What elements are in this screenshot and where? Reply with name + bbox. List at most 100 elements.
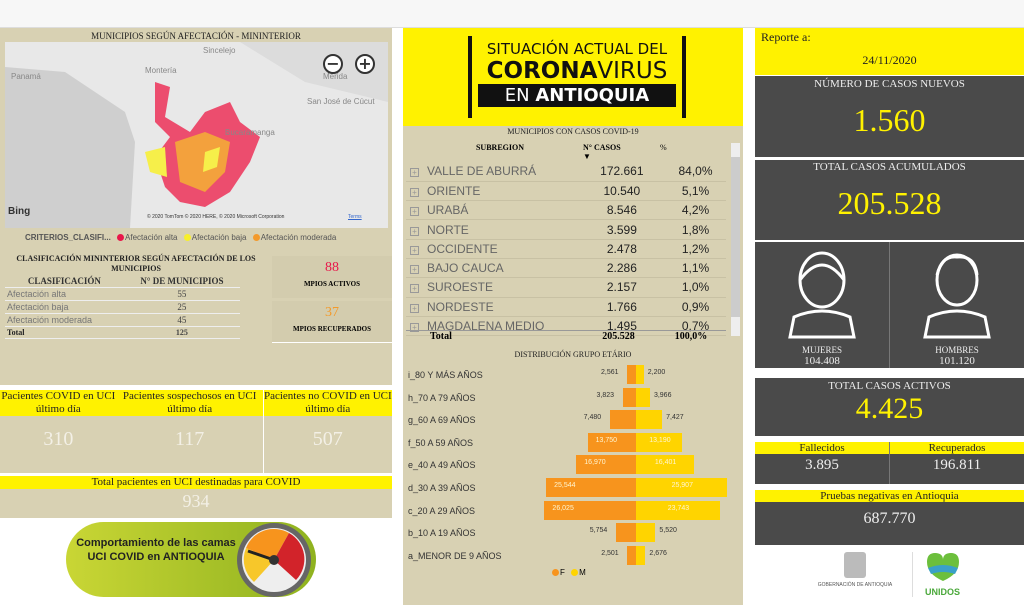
expand-icon[interactable]: + xyxy=(410,168,419,178)
chart-title: DISTRIBUCIÓN GRUPO ETÁRIO xyxy=(514,350,632,359)
bar-m[interactable] xyxy=(636,523,656,543)
bar-f[interactable] xyxy=(544,500,636,520)
bar-f[interactable] xyxy=(587,432,636,452)
table-row[interactable]: + MAGDALENA MEDIO 1.495 0,7% xyxy=(406,316,726,337)
zoom-in-button[interactable]: + xyxy=(355,54,375,74)
bar-m[interactable] xyxy=(636,432,683,452)
data-label: 2,561 xyxy=(600,369,619,376)
legend-dot-baja xyxy=(183,234,191,241)
subregions-total: Total 205.528 100,0% xyxy=(406,330,726,342)
bar-m[interactable] xyxy=(636,545,646,565)
legend-moderada: Afectación moderada xyxy=(260,233,337,242)
table-row[interactable]: + ORIENTE 10.540 5,1% xyxy=(406,181,726,202)
table-row[interactable]: + NORDESTE 1.766 0,9% xyxy=(406,297,726,317)
negative-tests-card: Pruebas negativas en Antioquia 687.770 xyxy=(755,490,1024,545)
bar-f[interactable] xyxy=(627,545,636,565)
bar-m[interactable] xyxy=(636,478,728,497)
chart-legend: F M xyxy=(548,568,586,577)
total-cases-label: TOTAL CASOS ACUMULADOS xyxy=(813,161,966,173)
icu-suspected-label: Pacientes sospechosos en UCI último día xyxy=(116,390,263,416)
icu-covid-value: 310 xyxy=(43,428,74,450)
cell: 45 xyxy=(123,313,240,327)
mpios-active-card: 88 MPIOS ACTIVOS xyxy=(272,256,392,298)
terms-link[interactable]: Terms xyxy=(348,214,362,220)
table-row[interactable]: + OCCIDENTE 2.478 1,2% xyxy=(406,239,726,259)
men-section: HOMBRES 101.120 xyxy=(890,242,1024,368)
icu-covid-label: Pacientes COVID en UCI último día xyxy=(0,390,117,416)
banner-line1: SITUACIÓN ACTUAL DEL xyxy=(486,40,668,58)
table-row[interactable]: + URABÁ 8.546 4,2% xyxy=(406,200,726,221)
data-label: 7,427 xyxy=(666,414,684,422)
percent-cell: 0,9% xyxy=(665,297,726,317)
legend-title: CRITERIOS_CLASIFI... xyxy=(25,233,111,242)
expand-icon[interactable]: + xyxy=(410,323,419,333)
bar-f[interactable] xyxy=(622,387,636,407)
data-label: 25,544 xyxy=(554,482,576,489)
zoom-out-button[interactable]: − xyxy=(323,54,343,74)
map-place: Bucaramanga xyxy=(225,128,275,137)
cell: Total xyxy=(5,326,124,339)
cases-cell: 10.540 xyxy=(578,181,666,202)
category-label: h_70 A 79 AÑOS xyxy=(408,392,476,403)
legend-dot-m xyxy=(571,569,579,576)
data-label: 7,480 xyxy=(583,414,602,422)
bar-m[interactable] xyxy=(636,455,694,475)
bar-m[interactable] xyxy=(636,500,720,520)
col-cases-sort[interactable]: N° CASOS ▼ xyxy=(583,143,621,161)
percent-cell: 0,7% xyxy=(665,316,726,337)
bar-f[interactable] xyxy=(576,455,636,475)
recovered-section: Recuperados 196.811 xyxy=(890,442,1024,484)
category-label: g_60 A 69 AÑOS xyxy=(408,415,476,426)
coat-of-arms-icon xyxy=(844,552,866,578)
scrollbar-thumb[interactable] xyxy=(731,157,740,317)
cell: Afectación moderada xyxy=(5,313,124,327)
deaths-label: Fallecidos xyxy=(755,442,889,454)
expand-icon[interactable]: + xyxy=(410,303,419,313)
banner-antioquia: ANTIOQUIA xyxy=(535,85,650,106)
active-cases-card: TOTAL CASOS ACTIVOS 4.425 xyxy=(755,378,1024,436)
expand-icon[interactable]: + xyxy=(410,187,419,197)
icu-suspected-value: 117 xyxy=(175,428,205,450)
deaths-section: Fallecidos 3.895 xyxy=(755,442,890,484)
table-row[interactable]: + VALLE DE ABURRÁ 172.661 84,0% xyxy=(406,162,726,182)
banner-virus: VIRUS xyxy=(597,58,668,84)
mpios-active-value: 88 xyxy=(325,260,339,275)
gov-logo-text: GOBERNACIÓN DE ANTIOQUIA xyxy=(817,582,893,588)
percent-cell: 84,0% xyxy=(665,162,726,182)
mpios-recovered-card: 37 MPIOS RECUPERADOS xyxy=(272,301,392,343)
bing-logo: Bing xyxy=(8,206,31,217)
table-row[interactable]: + BAJO CAUCA 2.286 1,1% xyxy=(406,258,726,279)
table-scrollbar[interactable] xyxy=(731,143,740,336)
bar-f[interactable] xyxy=(546,478,636,497)
bar-f[interactable] xyxy=(609,410,636,430)
expand-icon[interactable]: + xyxy=(410,245,419,255)
table-row[interactable]: + NORTE 3.599 1,8% xyxy=(406,219,726,240)
data-label: 2,676 xyxy=(649,549,667,557)
expand-icon[interactable]: + xyxy=(410,265,419,275)
bar-m[interactable] xyxy=(636,365,644,384)
deaths-recovered-card: Fallecidos 3.895 Recuperados 196.811 xyxy=(755,442,1024,484)
bar-m[interactable] xyxy=(636,387,650,407)
expand-icon[interactable]: + xyxy=(410,207,419,217)
cases-cell: 2.478 xyxy=(578,239,666,259)
subregions-title: MUNICIPIOS CON CASOS COVID-19 xyxy=(507,127,639,136)
icu-beds-button[interactable]: Comportamiento de las camas UCI COVID en… xyxy=(66,522,316,597)
bar-f[interactable] xyxy=(615,523,636,543)
expand-icon[interactable]: + xyxy=(410,226,419,236)
cases-cell: 2.157 xyxy=(578,277,666,298)
icu-noncovid-label: Pacientes no COVID en UCI último día xyxy=(263,390,392,416)
map-attribution: © 2020 TomTom © 2020 HERE, © 2020 Micros… xyxy=(147,214,285,220)
data-label: 2,501 xyxy=(601,549,619,557)
expand-icon[interactable]: + xyxy=(410,284,419,294)
table-row[interactable]: + SUROESTE 2.157 1,0% xyxy=(406,277,726,298)
percent-cell: 1,1% xyxy=(665,258,726,279)
bar-f[interactable] xyxy=(626,365,636,384)
classification-table: CLASIFICACIÓN N° DE MUNICIPIOS Afectación… xyxy=(5,275,240,339)
subregions-table: + VALLE DE ABURRÁ 172.661 84,0% + ORIENTE 10.5… xyxy=(406,162,726,337)
total-label: Total xyxy=(430,331,452,342)
women-label: MUJERES xyxy=(801,345,842,355)
category-label: e_40 A 49 AÑOS xyxy=(408,460,476,471)
map[interactable]: Sincelejo Panamá Montería Mérida San Jos… xyxy=(5,42,388,228)
data-label: 16,970 xyxy=(584,459,606,467)
bar-m[interactable] xyxy=(636,410,663,430)
